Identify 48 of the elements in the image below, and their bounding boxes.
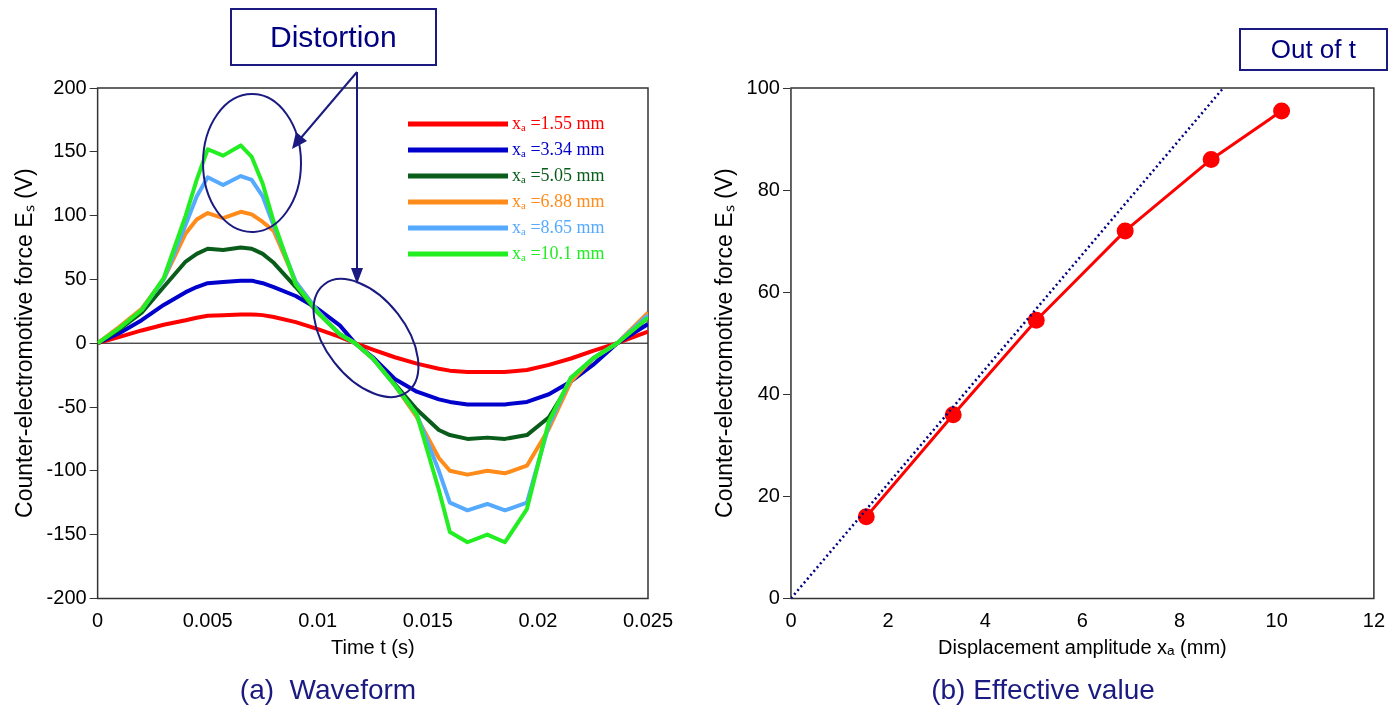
x-tick-label: 0.01 — [298, 608, 338, 631]
x-tick-label: 2 — [882, 608, 894, 631]
y-tick-label: 40 — [757, 381, 780, 404]
y-tick-label: -100 — [46, 458, 87, 481]
x-tick-label: 6 — [1076, 608, 1088, 631]
y-tick-label: 0 — [75, 330, 87, 353]
x-axis-title: Displacement amplitude xₐ (mm) — [938, 635, 1227, 658]
x-tick-label: 4 — [979, 608, 991, 631]
y-axis-title: Counter-electromotive force Eₛ (V) — [711, 168, 738, 518]
x-tick-label: 0 — [92, 608, 104, 631]
y-tick-label: 0 — [768, 585, 780, 608]
y-tick-label: 100 — [746, 75, 780, 98]
y-tick-label: 80 — [757, 177, 780, 200]
point — [857, 508, 875, 526]
x-tick-label: 0.005 — [182, 608, 233, 631]
y-tick-label: 150 — [53, 139, 87, 162]
y-tick-label: 20 — [757, 483, 780, 506]
x-tick-label: 0 — [785, 608, 797, 631]
text: Out of t — [1238, 28, 1388, 71]
text: xₐ =1.55 mm — [512, 112, 605, 133]
x-tick-label: 8 — [1174, 608, 1186, 631]
text: Distortion — [230, 8, 437, 66]
y-axis-title: Counter-electromotive force Eₛ (V) — [11, 168, 38, 518]
text: xₐ =10.1 mm — [512, 242, 605, 263]
point — [944, 406, 962, 424]
x-axis-title: Time t (s) — [330, 635, 415, 658]
y-tick-label: -150 — [46, 522, 87, 545]
x-tick-label: 0.025 — [622, 608, 674, 631]
text: (b) Effective value — [931, 673, 1155, 705]
y-tick-label: -50 — [57, 394, 87, 417]
x-tick-label: 10 — [1265, 608, 1288, 631]
text: (a) Waveform — [239, 673, 417, 705]
x-tick-label: 0.015 — [402, 608, 453, 631]
text: xₐ =8.65 mm — [512, 216, 605, 237]
y-tick-label: 100 — [53, 203, 87, 226]
point — [1116, 222, 1134, 240]
y-tick-label: -200 — [46, 585, 87, 608]
y-tick-label: 60 — [757, 279, 780, 302]
y-tick-label: 200 — [53, 75, 87, 98]
x-tick-label: 12 — [1362, 608, 1385, 631]
text: xₐ =6.88 mm — [512, 190, 605, 211]
point — [1273, 102, 1291, 120]
text: xₐ =3.34 mm — [512, 138, 605, 159]
point — [1202, 150, 1220, 168]
point — [1027, 311, 1045, 329]
text: xₐ =5.05 mm — [512, 164, 605, 185]
y-tick-label: 50 — [64, 266, 87, 289]
x-tick-label: 0.02 — [518, 608, 558, 631]
